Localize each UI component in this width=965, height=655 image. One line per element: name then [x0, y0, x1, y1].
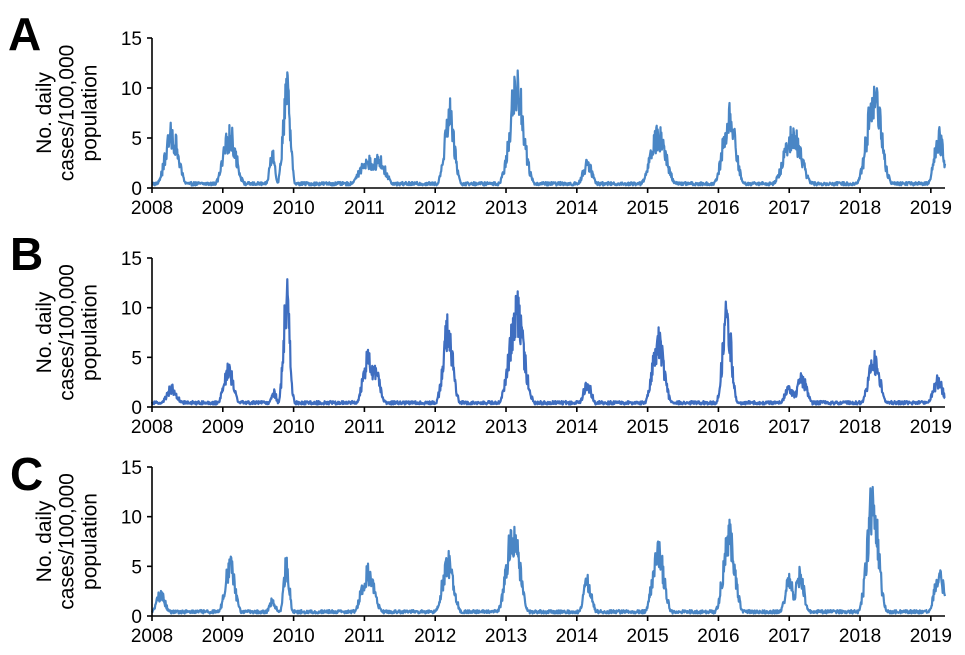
y-tick-label: 5	[131, 129, 142, 150]
panel-a: ANo. dailycases/100,000population0510152…	[8, 8, 952, 219]
x-tick-label: 2017	[768, 417, 810, 438]
x-tick-label: 2018	[839, 417, 881, 438]
x-tick-label: 2015	[626, 626, 668, 647]
x-tick-label: 2008	[131, 198, 173, 219]
x-tick-label: 2011	[344, 417, 385, 438]
x-tick-label: 2012	[414, 198, 456, 219]
x-tick-label: 2014	[556, 626, 599, 647]
x-tick-label: 2010	[272, 198, 314, 219]
y-tick-label: 0	[131, 607, 142, 628]
x-tick-label: 2011	[344, 198, 385, 219]
y-axis-title-line: cases/100,000	[56, 45, 79, 182]
y-tick-label: 0	[131, 398, 142, 419]
x-tick-label: 2014	[556, 198, 599, 219]
x-tick-label: 2018	[839, 198, 881, 219]
panel-b: BNo. dailycases/100,000population0510152…	[10, 228, 952, 438]
x-tick-label: 2016	[697, 626, 739, 647]
panel-label: A	[8, 8, 41, 60]
y-axis-title-line: population	[78, 493, 101, 590]
x-tick-label: 2009	[202, 417, 244, 438]
y-tick-label: 5	[131, 557, 142, 578]
x-tick-label: 2015	[626, 417, 668, 438]
x-tick-label: 2009	[202, 198, 244, 219]
series-line	[150, 278, 946, 406]
y-axis-title-line: population	[78, 284, 101, 381]
x-tick-label: 2017	[768, 626, 810, 647]
y-axis-title: No. dailycases/100,000population	[33, 473, 101, 610]
x-tick-label: 2008	[131, 626, 173, 647]
y-tick-label: 10	[121, 508, 142, 529]
x-tick-label: 2014	[556, 417, 599, 438]
x-tick-label: 2019	[910, 198, 952, 219]
x-tick-label: 2012	[414, 626, 456, 647]
x-tick-label: 2017	[768, 198, 810, 219]
x-tick-label: 2010	[272, 626, 314, 647]
y-tick-label: 15	[121, 249, 142, 270]
x-tick-label: 2015	[626, 198, 668, 219]
series-line	[151, 69, 947, 187]
y-tick-label: 15	[121, 29, 142, 50]
x-tick-label: 2009	[202, 626, 244, 647]
x-tick-label: 2018	[839, 626, 881, 647]
y-axis-title-line: population	[78, 65, 101, 162]
y-axis-title-line: No. daily	[33, 291, 56, 373]
panel-c: CNo. dailycases/100,000population 0 5 10 15 2…	[10, 448, 952, 647]
x-tick-label: 2019	[910, 417, 952, 438]
x-tick-label: 2019	[910, 626, 952, 647]
y-axis-title-line: No. daily	[33, 72, 56, 154]
y-tick-label: 10	[121, 79, 142, 100]
y-tick-label: 15	[121, 458, 142, 479]
series-line	[150, 485, 947, 615]
y-axis-title-line: cases/100,000	[56, 473, 79, 610]
x-tick-label: 2013	[485, 626, 527, 647]
y-axis-title: No. dailycases/100,000population	[33, 45, 101, 182]
y-tick-label: 10	[121, 299, 142, 320]
panel-label: B	[10, 228, 43, 280]
x-tick-label: 2016	[697, 198, 739, 219]
x-tick-label: 2013	[485, 417, 527, 438]
x-tick-label: 2011	[344, 626, 385, 647]
x-tick-label: 2012	[414, 417, 456, 438]
y-tick-label: 5	[131, 348, 142, 369]
y-axis-title-line: cases/100,000	[56, 264, 79, 401]
x-tick-label: 2013	[485, 198, 527, 219]
y-axis-title: No. dailycases/100,000population	[33, 264, 101, 401]
y-axis-title-line: No. daily	[33, 500, 56, 582]
y-tick-label: 0	[131, 179, 142, 200]
panel-label: C	[10, 448, 43, 500]
x-tick-label: 2016	[697, 417, 739, 438]
x-tick-label: 2008	[131, 417, 173, 438]
x-tick-label: 2010	[272, 417, 314, 438]
